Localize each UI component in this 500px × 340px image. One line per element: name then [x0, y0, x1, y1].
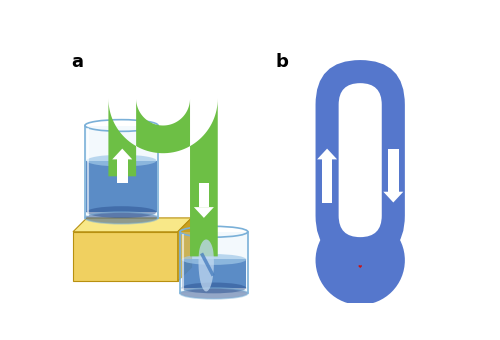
Polygon shape: [322, 159, 332, 203]
Polygon shape: [86, 160, 156, 212]
FancyBboxPatch shape: [338, 83, 382, 237]
Ellipse shape: [182, 283, 246, 293]
Polygon shape: [198, 183, 209, 207]
Polygon shape: [182, 259, 246, 288]
Polygon shape: [112, 149, 132, 159]
FancyBboxPatch shape: [316, 60, 405, 260]
Ellipse shape: [86, 206, 156, 218]
Polygon shape: [73, 218, 192, 232]
Polygon shape: [388, 149, 398, 192]
Polygon shape: [73, 232, 178, 281]
Ellipse shape: [180, 288, 248, 299]
Ellipse shape: [85, 212, 158, 224]
Text: a: a: [72, 53, 84, 71]
Text: b: b: [276, 53, 288, 71]
Ellipse shape: [86, 155, 156, 167]
Polygon shape: [108, 99, 218, 256]
Polygon shape: [194, 207, 214, 218]
Polygon shape: [198, 239, 214, 291]
Ellipse shape: [182, 254, 246, 265]
Polygon shape: [317, 149, 337, 159]
Polygon shape: [384, 192, 404, 203]
Circle shape: [316, 216, 405, 305]
Polygon shape: [85, 125, 158, 218]
Polygon shape: [117, 159, 128, 183]
Polygon shape: [358, 265, 362, 268]
Polygon shape: [178, 218, 192, 281]
Polygon shape: [180, 232, 248, 293]
